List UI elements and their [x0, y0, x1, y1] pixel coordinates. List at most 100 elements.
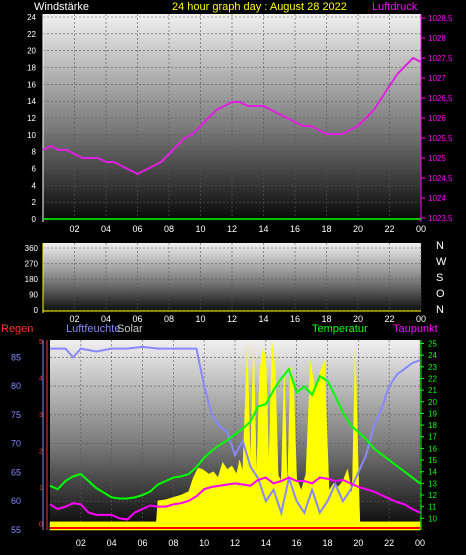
- top-left-tick-label: 18: [27, 64, 36, 73]
- top-right-tick-label: 1023,5: [428, 214, 453, 223]
- top-x-tick-label: 22: [384, 224, 394, 234]
- top-right-tick-label: 1026,5: [428, 94, 453, 103]
- top-right-tick-label: 1028,5: [428, 14, 453, 23]
- middle-x-tick-label: 16: [290, 314, 300, 324]
- temperature-tick-label: 10: [428, 514, 437, 523]
- top-right-tick-label: 1025,5: [428, 134, 453, 143]
- legend-taupunkt: Taupunkt: [393, 323, 438, 335]
- middle-x-tick-label: 10: [195, 314, 205, 324]
- top-right-tick-label: 1028: [428, 34, 446, 43]
- top-left-tick-label: 20: [27, 47, 36, 56]
- bottom-x-tick-label: 04: [107, 538, 117, 548]
- top-x-tick-label: 02: [69, 224, 79, 234]
- top-right-tick-label: 1027,5: [428, 54, 453, 63]
- temperature-tick-label: 23: [428, 363, 437, 372]
- middle-x-tick-label: 20: [353, 314, 363, 324]
- humidity-line: [50, 345, 421, 517]
- middle-plot-area: [43, 243, 421, 313]
- top-left-tick-label: 4: [32, 181, 37, 190]
- top-left-tick-label: 16: [27, 80, 36, 89]
- temperature-tick-label: 13: [428, 479, 437, 488]
- bottom-x-tick-label: 16: [292, 538, 302, 548]
- dewpoint-line: [49, 476, 421, 521]
- top-x-tick-label: 14: [258, 224, 268, 234]
- bottom-x-tick-label: 12: [230, 538, 240, 548]
- right-axis-label: Luftdruck: [372, 1, 418, 13]
- compass-label-w: W: [436, 256, 447, 268]
- top-x-tick-label: 12: [227, 224, 237, 234]
- top-x-tick-label: 04: [101, 224, 111, 234]
- rain-tick-label: 4: [39, 376, 43, 383]
- temperature-tick-label: 24: [428, 351, 437, 360]
- middle-x-tick-label: 06: [132, 314, 142, 324]
- humidity-tick-label: 80: [11, 381, 21, 391]
- middle-x-tick-label: 18: [321, 314, 331, 324]
- legend-solar: Solar: [117, 323, 143, 335]
- compass-label-s: S: [436, 272, 443, 284]
- bottom-x-tick-label: 22: [384, 538, 394, 548]
- temperature-tick-label: 14: [428, 468, 437, 477]
- temperature-tick-label: 16: [428, 444, 437, 453]
- temperature-tick-label: 22: [428, 374, 437, 383]
- rain-tick-label: 2: [39, 449, 43, 456]
- temperature-tick-label: 12: [428, 491, 437, 500]
- top-left-tick-label: 0: [32, 215, 37, 224]
- middle-x-tick-label: 22: [384, 314, 394, 324]
- bottom-x-tick-label: 20: [353, 538, 363, 548]
- middle-left-tick-label: 180: [25, 275, 39, 284]
- legend-luftfeuchte: Luftfeuchte: [66, 323, 120, 335]
- bottom-x-tick-label: 00: [415, 538, 425, 548]
- humidity-tick-label: 75: [11, 410, 21, 420]
- compass-label-n-bottom: N: [436, 304, 444, 316]
- top-x-tick-label: 18: [321, 224, 331, 234]
- bottom-x-tick-label: 06: [137, 538, 147, 548]
- temperature-tick-label: 19: [428, 409, 437, 418]
- pressure-line: [42, 56, 422, 176]
- top-x-tick-label: 06: [132, 224, 142, 234]
- left-axis-label: Windstärke: [34, 1, 89, 13]
- compass-label-o: O: [436, 288, 445, 300]
- middle-left-tick-label: 270: [25, 260, 39, 269]
- top-right-tick-label: 1024: [428, 194, 446, 203]
- rain-tick-label: 5: [39, 339, 43, 346]
- bottom-x-tick-label: 18: [322, 538, 332, 548]
- rain-tick-label: 0: [39, 522, 43, 529]
- rain-tick-label: 3: [39, 412, 43, 419]
- top-left-tick-label: 14: [27, 97, 36, 106]
- top-left-tick-label: 24: [27, 13, 36, 22]
- top-x-tick-label: 10: [195, 224, 205, 234]
- temperature-tick-label: 11: [428, 503, 437, 512]
- chart-title: 24 hour graph day : August 28 2022: [172, 1, 347, 13]
- rain-tick-label: 1: [39, 485, 43, 492]
- temperature-tick-label: 18: [428, 421, 437, 430]
- humidity-tick-label: 65: [11, 467, 21, 477]
- top-x-tick-label: 08: [164, 224, 174, 234]
- top-left-tick-label: 2: [32, 198, 37, 207]
- compass-label-n-top: N: [436, 240, 444, 252]
- middle-x-tick-label: 14: [258, 314, 268, 324]
- humidity-tick-label: 85: [11, 352, 21, 362]
- temperature-tick-label: 25: [428, 339, 437, 348]
- humidity-tick-label: 60: [11, 496, 21, 506]
- top-left-tick-label: 12: [27, 114, 36, 123]
- top-right-tick-label: 1024,5: [428, 174, 453, 183]
- middle-left-tick-label: 90: [29, 291, 38, 300]
- bottom-x-tick-label: 08: [168, 538, 178, 548]
- temperature-tick-label: 17: [428, 433, 437, 442]
- temperature-tick-label: 15: [428, 456, 437, 465]
- top-left-tick-label: 22: [27, 30, 36, 39]
- middle-left-tick-label: 360: [25, 244, 39, 253]
- top-left-tick-label: 6: [32, 165, 37, 174]
- temperature-tick-label: 21: [428, 386, 437, 395]
- legend-regen: Regen: [1, 323, 33, 335]
- temperature-line: [49, 367, 421, 500]
- top-left-tick-label: 8: [32, 148, 37, 157]
- top-right-tick-label: 1025: [428, 154, 446, 163]
- middle-x-tick-label: 12: [227, 314, 237, 324]
- top-left-tick-label: 10: [27, 131, 36, 140]
- middle-left-tick-label: 0: [34, 306, 39, 315]
- bottom-x-tick-label: 02: [76, 538, 86, 548]
- humidity-tick-label: 55: [11, 525, 21, 535]
- top-x-tick-label: 16: [290, 224, 300, 234]
